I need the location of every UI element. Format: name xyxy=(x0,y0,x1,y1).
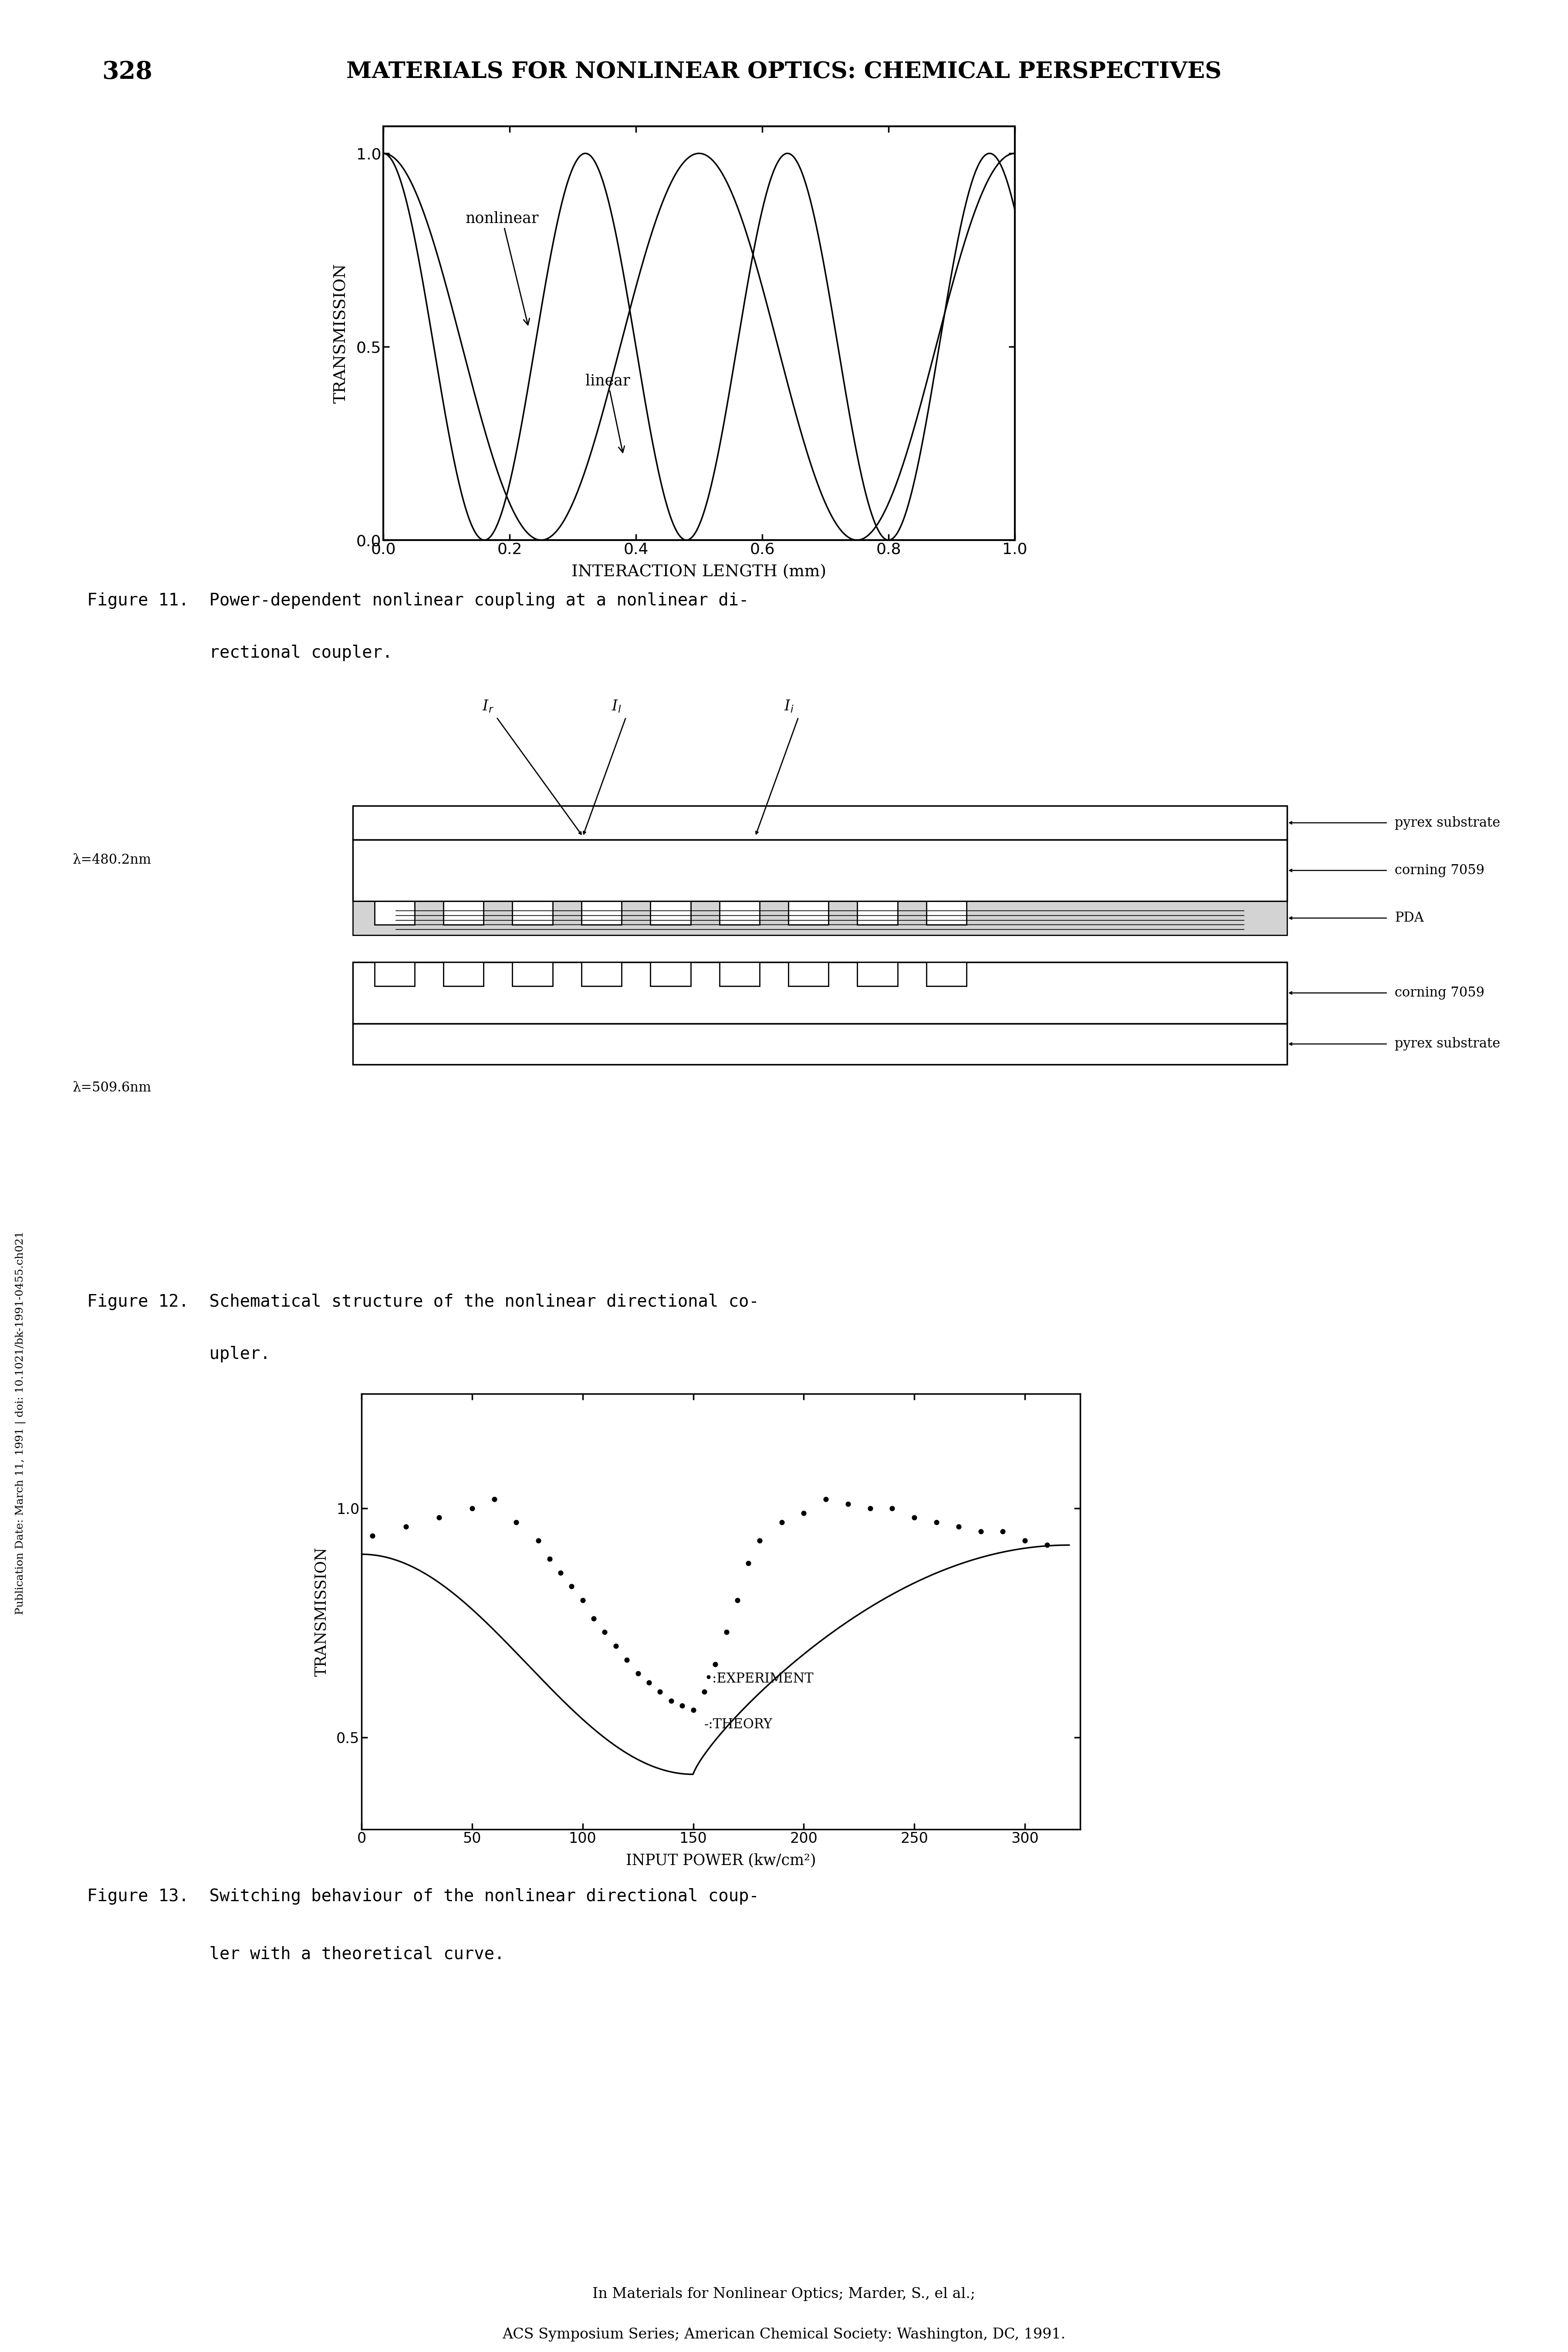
Point xyxy=(1035,1526,1060,1564)
Point xyxy=(615,1642,640,1679)
Point xyxy=(724,1581,750,1618)
Point xyxy=(604,1628,629,1665)
Text: Publication Date: March 11, 1991 | doi: 10.1021/bk-1991-0455.ch021: Publication Date: March 11, 1991 | doi: … xyxy=(16,1230,25,1616)
Point xyxy=(626,1656,651,1693)
Point xyxy=(746,1522,771,1559)
Point xyxy=(681,1691,706,1729)
Point xyxy=(1013,1522,1038,1559)
Point xyxy=(593,1613,618,1651)
Bar xyxy=(858,962,897,985)
Text: linear: linear xyxy=(585,374,630,452)
Bar xyxy=(353,840,1287,901)
Text: PDA: PDA xyxy=(1396,910,1424,924)
Point xyxy=(560,1566,585,1604)
Point xyxy=(648,1672,673,1710)
Bar xyxy=(720,962,759,985)
X-axis label: INPUT POWER (kw/cm²): INPUT POWER (kw/cm²) xyxy=(626,1853,815,1867)
Bar xyxy=(353,1023,1287,1065)
Text: Figure 11.  Power-dependent nonlinear coupling at a nonlinear di-: Figure 11. Power-dependent nonlinear cou… xyxy=(88,593,750,609)
Point xyxy=(946,1508,971,1545)
Bar xyxy=(858,901,897,924)
Point xyxy=(536,1541,561,1578)
Point xyxy=(503,1503,528,1541)
Text: pyrex substrate: pyrex substrate xyxy=(1396,1037,1501,1051)
Text: pyrex substrate: pyrex substrate xyxy=(1396,816,1501,830)
Text: λ=509.6nm: λ=509.6nm xyxy=(72,1082,152,1094)
Point xyxy=(880,1489,905,1526)
Text: MATERIALS FOR NONLINEAR OPTICS: CHEMICAL PERSPECTIVES: MATERIALS FOR NONLINEAR OPTICS: CHEMICAL… xyxy=(347,61,1221,82)
Bar xyxy=(375,901,414,924)
Bar xyxy=(720,901,759,924)
Bar xyxy=(353,901,1287,936)
Bar xyxy=(582,901,621,924)
X-axis label: INTERACTION LENGTH (mm): INTERACTION LENGTH (mm) xyxy=(572,564,826,581)
Bar xyxy=(513,901,552,924)
Point xyxy=(525,1522,550,1559)
Point xyxy=(691,1672,717,1710)
Text: I$_r$: I$_r$ xyxy=(483,699,494,715)
Text: ler with a theoretical curve.: ler with a theoretical curve. xyxy=(88,1945,505,1962)
Point xyxy=(967,1512,993,1550)
Bar xyxy=(513,962,552,985)
Point xyxy=(459,1489,485,1526)
Point xyxy=(659,1682,684,1719)
Text: •:EXPERIMENT: •:EXPERIMENT xyxy=(704,1672,814,1686)
Bar xyxy=(651,962,690,985)
Bar xyxy=(927,962,966,985)
Bar xyxy=(444,962,483,985)
Point xyxy=(770,1503,795,1541)
Text: nonlinear: nonlinear xyxy=(466,212,539,325)
Point xyxy=(394,1508,419,1545)
Text: -:THEORY: -:THEORY xyxy=(704,1717,773,1731)
Bar xyxy=(789,962,828,985)
Y-axis label: TRANSMISSION: TRANSMISSION xyxy=(314,1548,329,1677)
Bar xyxy=(651,901,690,924)
Point xyxy=(426,1498,452,1536)
Text: I$_l$: I$_l$ xyxy=(612,699,621,715)
Text: 328: 328 xyxy=(102,59,152,85)
Point xyxy=(361,1517,386,1555)
Text: rectional coupler.: rectional coupler. xyxy=(88,644,392,661)
Text: λ=480.2nm: λ=480.2nm xyxy=(72,854,152,866)
Text: corning 7059: corning 7059 xyxy=(1396,863,1485,877)
Point xyxy=(582,1599,607,1637)
Point xyxy=(991,1512,1016,1550)
Point xyxy=(902,1498,927,1536)
Point xyxy=(702,1646,728,1684)
Bar xyxy=(444,901,483,924)
Bar xyxy=(353,962,1287,1023)
Bar xyxy=(789,901,828,924)
Bar xyxy=(927,901,966,924)
Point xyxy=(713,1613,739,1651)
Point xyxy=(547,1555,572,1592)
Point xyxy=(814,1479,839,1517)
Text: Figure 13.  Switching behaviour of the nonlinear directional coup-: Figure 13. Switching behaviour of the no… xyxy=(88,1889,759,1905)
Bar xyxy=(375,962,414,985)
Point xyxy=(637,1663,662,1700)
Text: Figure 12.  Schematical structure of the nonlinear directional co-: Figure 12. Schematical structure of the … xyxy=(88,1294,759,1310)
Bar xyxy=(582,962,621,985)
Text: In Materials for Nonlinear Optics; Marder, S., el al.;: In Materials for Nonlinear Optics; Marde… xyxy=(593,2286,975,2300)
Text: ACS Symposium Series; American Chemical Society: Washington, DC, 1991.: ACS Symposium Series; American Chemical … xyxy=(502,2328,1066,2343)
Bar xyxy=(353,807,1287,840)
Text: upler.: upler. xyxy=(88,1345,270,1362)
Point xyxy=(792,1494,817,1531)
Text: corning 7059: corning 7059 xyxy=(1396,985,1485,1000)
Point xyxy=(735,1545,760,1583)
Point xyxy=(481,1479,506,1517)
Point xyxy=(924,1503,949,1541)
Text: I$_i$: I$_i$ xyxy=(784,699,793,715)
Point xyxy=(571,1581,596,1618)
Point xyxy=(858,1489,883,1526)
Point xyxy=(836,1484,861,1522)
Point xyxy=(670,1686,695,1724)
Y-axis label: TRANSMISSION: TRANSMISSION xyxy=(332,263,348,402)
